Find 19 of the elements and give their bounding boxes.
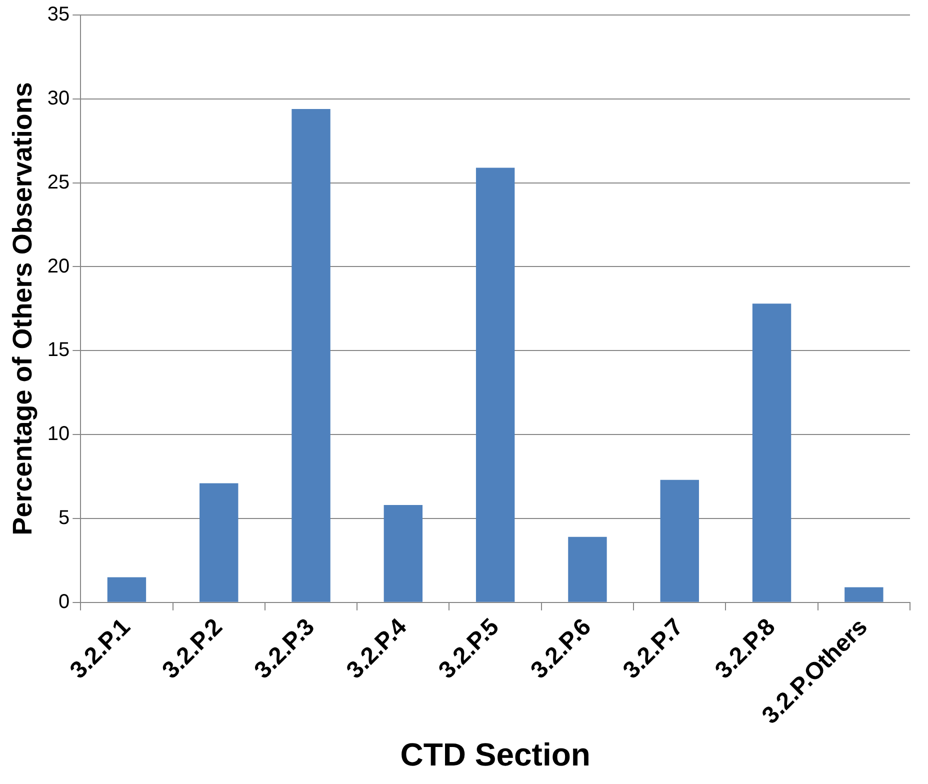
bar <box>476 168 515 602</box>
bar <box>844 587 884 602</box>
y-tick-label: 5 <box>58 506 70 529</box>
y-tick-label: 15 <box>47 339 70 362</box>
bar <box>568 536 607 602</box>
y-tick-label: 30 <box>47 87 70 110</box>
bar <box>292 108 330 602</box>
y-tick-label: 35 <box>47 4 70 26</box>
y-tick-label: 20 <box>47 255 70 278</box>
y-tick-label: 10 <box>47 423 70 446</box>
y-tick-label: 25 <box>47 171 70 194</box>
y-axis-title: Percentage of Others Observations <box>8 82 38 536</box>
bar <box>384 505 423 602</box>
bar <box>107 577 146 602</box>
y-tick-label: 0 <box>58 590 70 613</box>
bar <box>200 483 238 602</box>
bar <box>752 304 792 602</box>
x-axis-title: CTD Section <box>400 736 590 773</box>
bar <box>660 480 699 602</box>
